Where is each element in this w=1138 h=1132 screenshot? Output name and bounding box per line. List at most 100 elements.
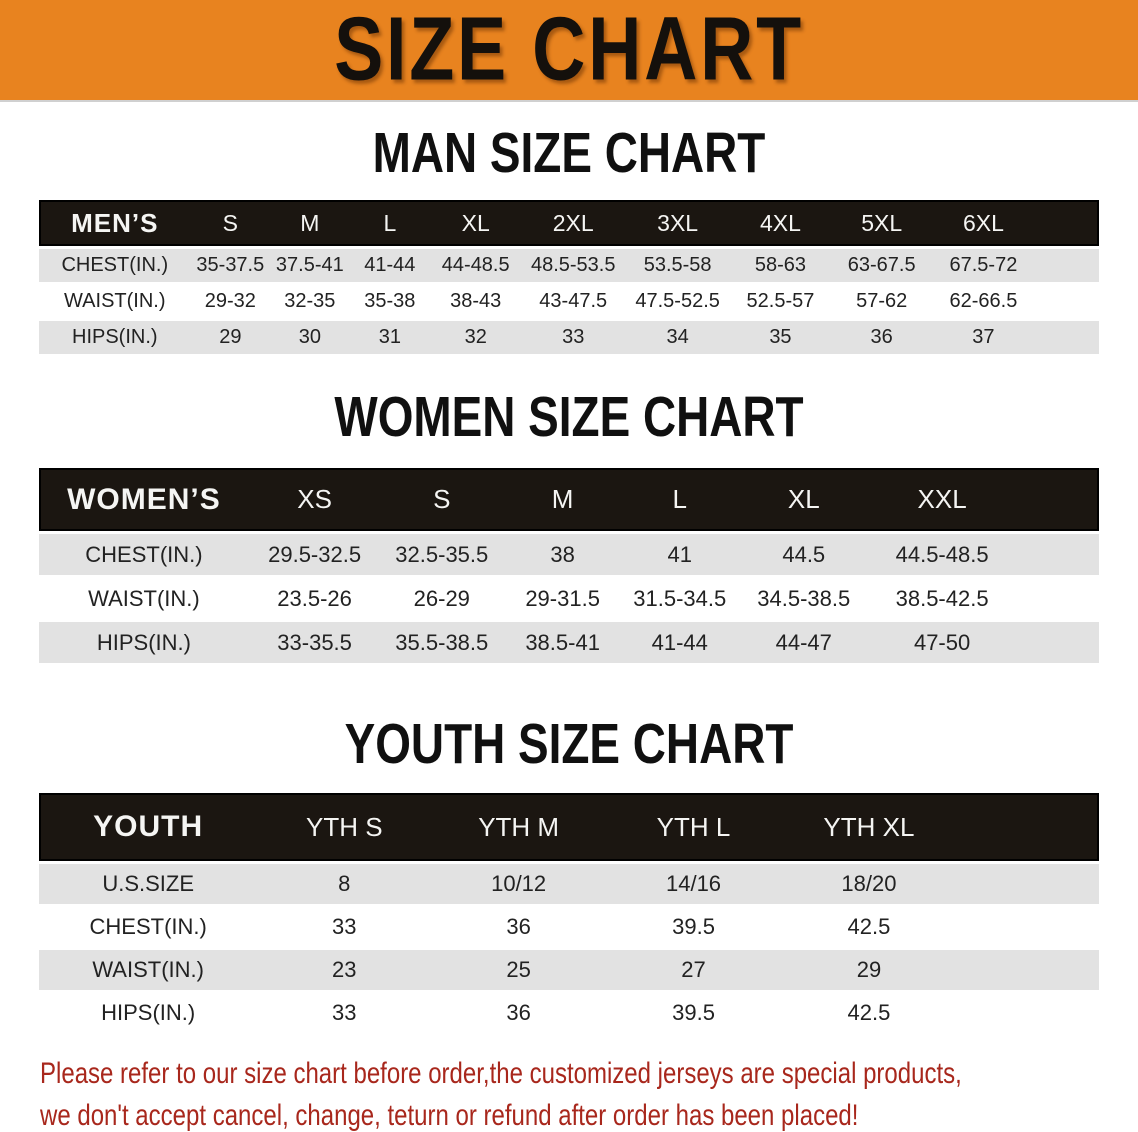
mens-size-table: MEN’S S M L XL 2XL 3XL 4XL 5XL 6XL CHEST(IN.) 35-37… bbox=[39, 200, 1099, 354]
column-header: L bbox=[672, 484, 687, 514]
size-value: 23.5-26 bbox=[277, 585, 352, 611]
size-value: 29-32 bbox=[204, 290, 256, 312]
column-header: XS bbox=[297, 484, 332, 514]
column-header: XL bbox=[787, 484, 820, 514]
table-row: WAIST(IN.) 29-32 32-35 35-38 38-43 43-47.5 47.… bbox=[39, 285, 1099, 318]
size-value: 58-63 bbox=[754, 254, 807, 276]
size-value: 47.5-52.5 bbox=[635, 290, 720, 312]
table-corner-label: WOMEN’S bbox=[67, 482, 221, 516]
size-value: 27 bbox=[681, 957, 706, 982]
size-value: 33 bbox=[332, 914, 357, 939]
size-value: 25 bbox=[506, 957, 531, 982]
column-header: YTH M bbox=[478, 811, 560, 842]
table-row: WAIST(IN.) 23.5-26 26-29 29-31.5 31.5-34.5 34… bbox=[39, 578, 1099, 619]
size-value: 35-38 bbox=[364, 290, 416, 312]
womens-size-table: WOMEN’S XS S M L XL XXL CHEST(IN.) 29.5-32.5 32.5… bbox=[39, 468, 1099, 663]
size-value: 57-62 bbox=[856, 290, 908, 312]
column-header: YTH S bbox=[305, 811, 383, 842]
disclaimer-line-2: we don't accept cancel, change, teturn o… bbox=[40, 1099, 859, 1132]
size-value: 8 bbox=[338, 871, 351, 896]
size-value: 53.5-58 bbox=[643, 254, 712, 276]
column-header: M bbox=[300, 209, 320, 236]
table-row: HIPS(IN.) 33 36 39.5 42.5 bbox=[39, 993, 1099, 1033]
size-value: 29 bbox=[856, 957, 882, 982]
row-label: HIPS(IN.) bbox=[101, 1000, 196, 1025]
size-value: 41-44 bbox=[651, 629, 708, 655]
size-value: 37.5-41 bbox=[275, 254, 344, 276]
size-value: 29 bbox=[219, 326, 242, 348]
table-row: WAIST(IN.) 23 25 27 29 bbox=[39, 950, 1099, 990]
column-header: S bbox=[433, 484, 451, 514]
row-label: HIPS(IN.) bbox=[72, 326, 158, 348]
size-value: 48.5-53.5 bbox=[530, 254, 616, 276]
column-header: XL bbox=[461, 209, 490, 236]
size-value: 39.5 bbox=[672, 1000, 715, 1025]
table-header-row: WOMEN’S XS S M L XL XXL bbox=[39, 468, 1099, 531]
size-value: 43-47.5 bbox=[539, 290, 608, 312]
size-value: 33 bbox=[562, 326, 585, 348]
column-header: 2XL bbox=[552, 209, 594, 236]
size-value: 31 bbox=[378, 326, 401, 348]
size-value: 63-67.5 bbox=[847, 254, 916, 276]
size-value: 42.5 bbox=[847, 1000, 891, 1025]
size-value: 18/20 bbox=[841, 871, 897, 896]
size-value: 36 bbox=[506, 914, 531, 939]
size-value: 41-44 bbox=[364, 254, 416, 276]
youth-section-heading: YOUTH SIZE CHART bbox=[0, 712, 1138, 776]
size-value: 38-43 bbox=[450, 290, 502, 312]
row-label: CHEST(IN.) bbox=[61, 254, 169, 276]
man-section-heading: MAN SIZE CHART bbox=[0, 121, 1138, 185]
column-header: YTH XL bbox=[823, 811, 915, 842]
size-value: 42.5 bbox=[847, 914, 891, 939]
size-value: 33-35.5 bbox=[277, 629, 352, 655]
table-row: CHEST(IN.) 35-37.5 37.5-41 41-44 44-48.5 48.5… bbox=[39, 249, 1099, 282]
man-heading-text: MAN SIZE CHART bbox=[372, 121, 766, 185]
size-value: 41 bbox=[667, 541, 692, 567]
size-value: 32-35 bbox=[284, 290, 336, 312]
column-header: L bbox=[383, 209, 397, 236]
row-label: HIPS(IN.) bbox=[96, 629, 191, 655]
row-label: WAIST(IN.) bbox=[88, 585, 200, 611]
table-row: CHEST(IN.) 33 36 39.5 42.5 bbox=[39, 907, 1099, 947]
size-value: 44.5-48.5 bbox=[895, 541, 989, 567]
women-section-heading: WOMEN SIZE CHART bbox=[0, 385, 1138, 449]
table-corner-label: MEN’S bbox=[71, 207, 159, 238]
table-row: HIPS(IN.) 33-35.5 35.5-38.5 38.5-41 41-44 44-… bbox=[39, 622, 1099, 663]
column-header: M bbox=[551, 484, 574, 514]
youth-heading-text: YOUTH SIZE CHART bbox=[344, 712, 794, 776]
size-value: 32 bbox=[464, 326, 487, 348]
column-header: 4XL bbox=[759, 209, 801, 236]
size-value: 34 bbox=[666, 326, 689, 348]
size-value: 35 bbox=[769, 326, 792, 348]
row-label: CHEST(IN.) bbox=[85, 541, 203, 567]
size-value: 38.5-41 bbox=[525, 629, 600, 655]
size-value: 31.5-34.5 bbox=[633, 585, 727, 611]
size-value: 33 bbox=[332, 1000, 357, 1025]
table-row: HIPS(IN.) 29 30 31 32 33 34 35 36 37 bbox=[39, 321, 1099, 354]
size-value: 29.5-32.5 bbox=[268, 541, 362, 567]
table-header-row: YOUTH YTH S YTH M YTH L YTH XL bbox=[39, 793, 1099, 861]
disclaimer-line-1: Please refer to our size chart before or… bbox=[40, 1057, 962, 1090]
size-value: 39.5 bbox=[672, 914, 715, 939]
women-heading-text: WOMEN SIZE CHART bbox=[334, 385, 804, 449]
table-header-row: MEN’S S M L XL 2XL 3XL 4XL 5XL 6XL bbox=[39, 200, 1099, 246]
size-value: 36 bbox=[506, 1000, 531, 1025]
size-value: 30 bbox=[298, 326, 321, 348]
row-label: U.S.SIZE bbox=[102, 871, 195, 896]
column-header: 5XL bbox=[861, 209, 903, 236]
size-value: 34.5-38.5 bbox=[757, 585, 851, 611]
size-value: 32.5-35.5 bbox=[395, 541, 489, 567]
size-value: 10/12 bbox=[491, 871, 547, 896]
column-header: 3XL bbox=[657, 209, 699, 236]
row-label: CHEST(IN.) bbox=[89, 914, 207, 939]
row-label: WAIST(IN.) bbox=[64, 290, 166, 312]
column-header: YTH L bbox=[656, 811, 731, 842]
size-value: 38.5-42.5 bbox=[895, 585, 989, 611]
size-value: 35-37.5 bbox=[196, 254, 265, 276]
size-value: 38 bbox=[550, 541, 575, 567]
size-value: 26-29 bbox=[413, 585, 470, 611]
table-row: U.S.SIZE 8 10/12 14/16 18/20 bbox=[39, 864, 1099, 904]
column-header: 6XL bbox=[962, 209, 1004, 236]
row-label: WAIST(IN.) bbox=[92, 957, 204, 982]
size-value: 14/16 bbox=[665, 871, 722, 896]
